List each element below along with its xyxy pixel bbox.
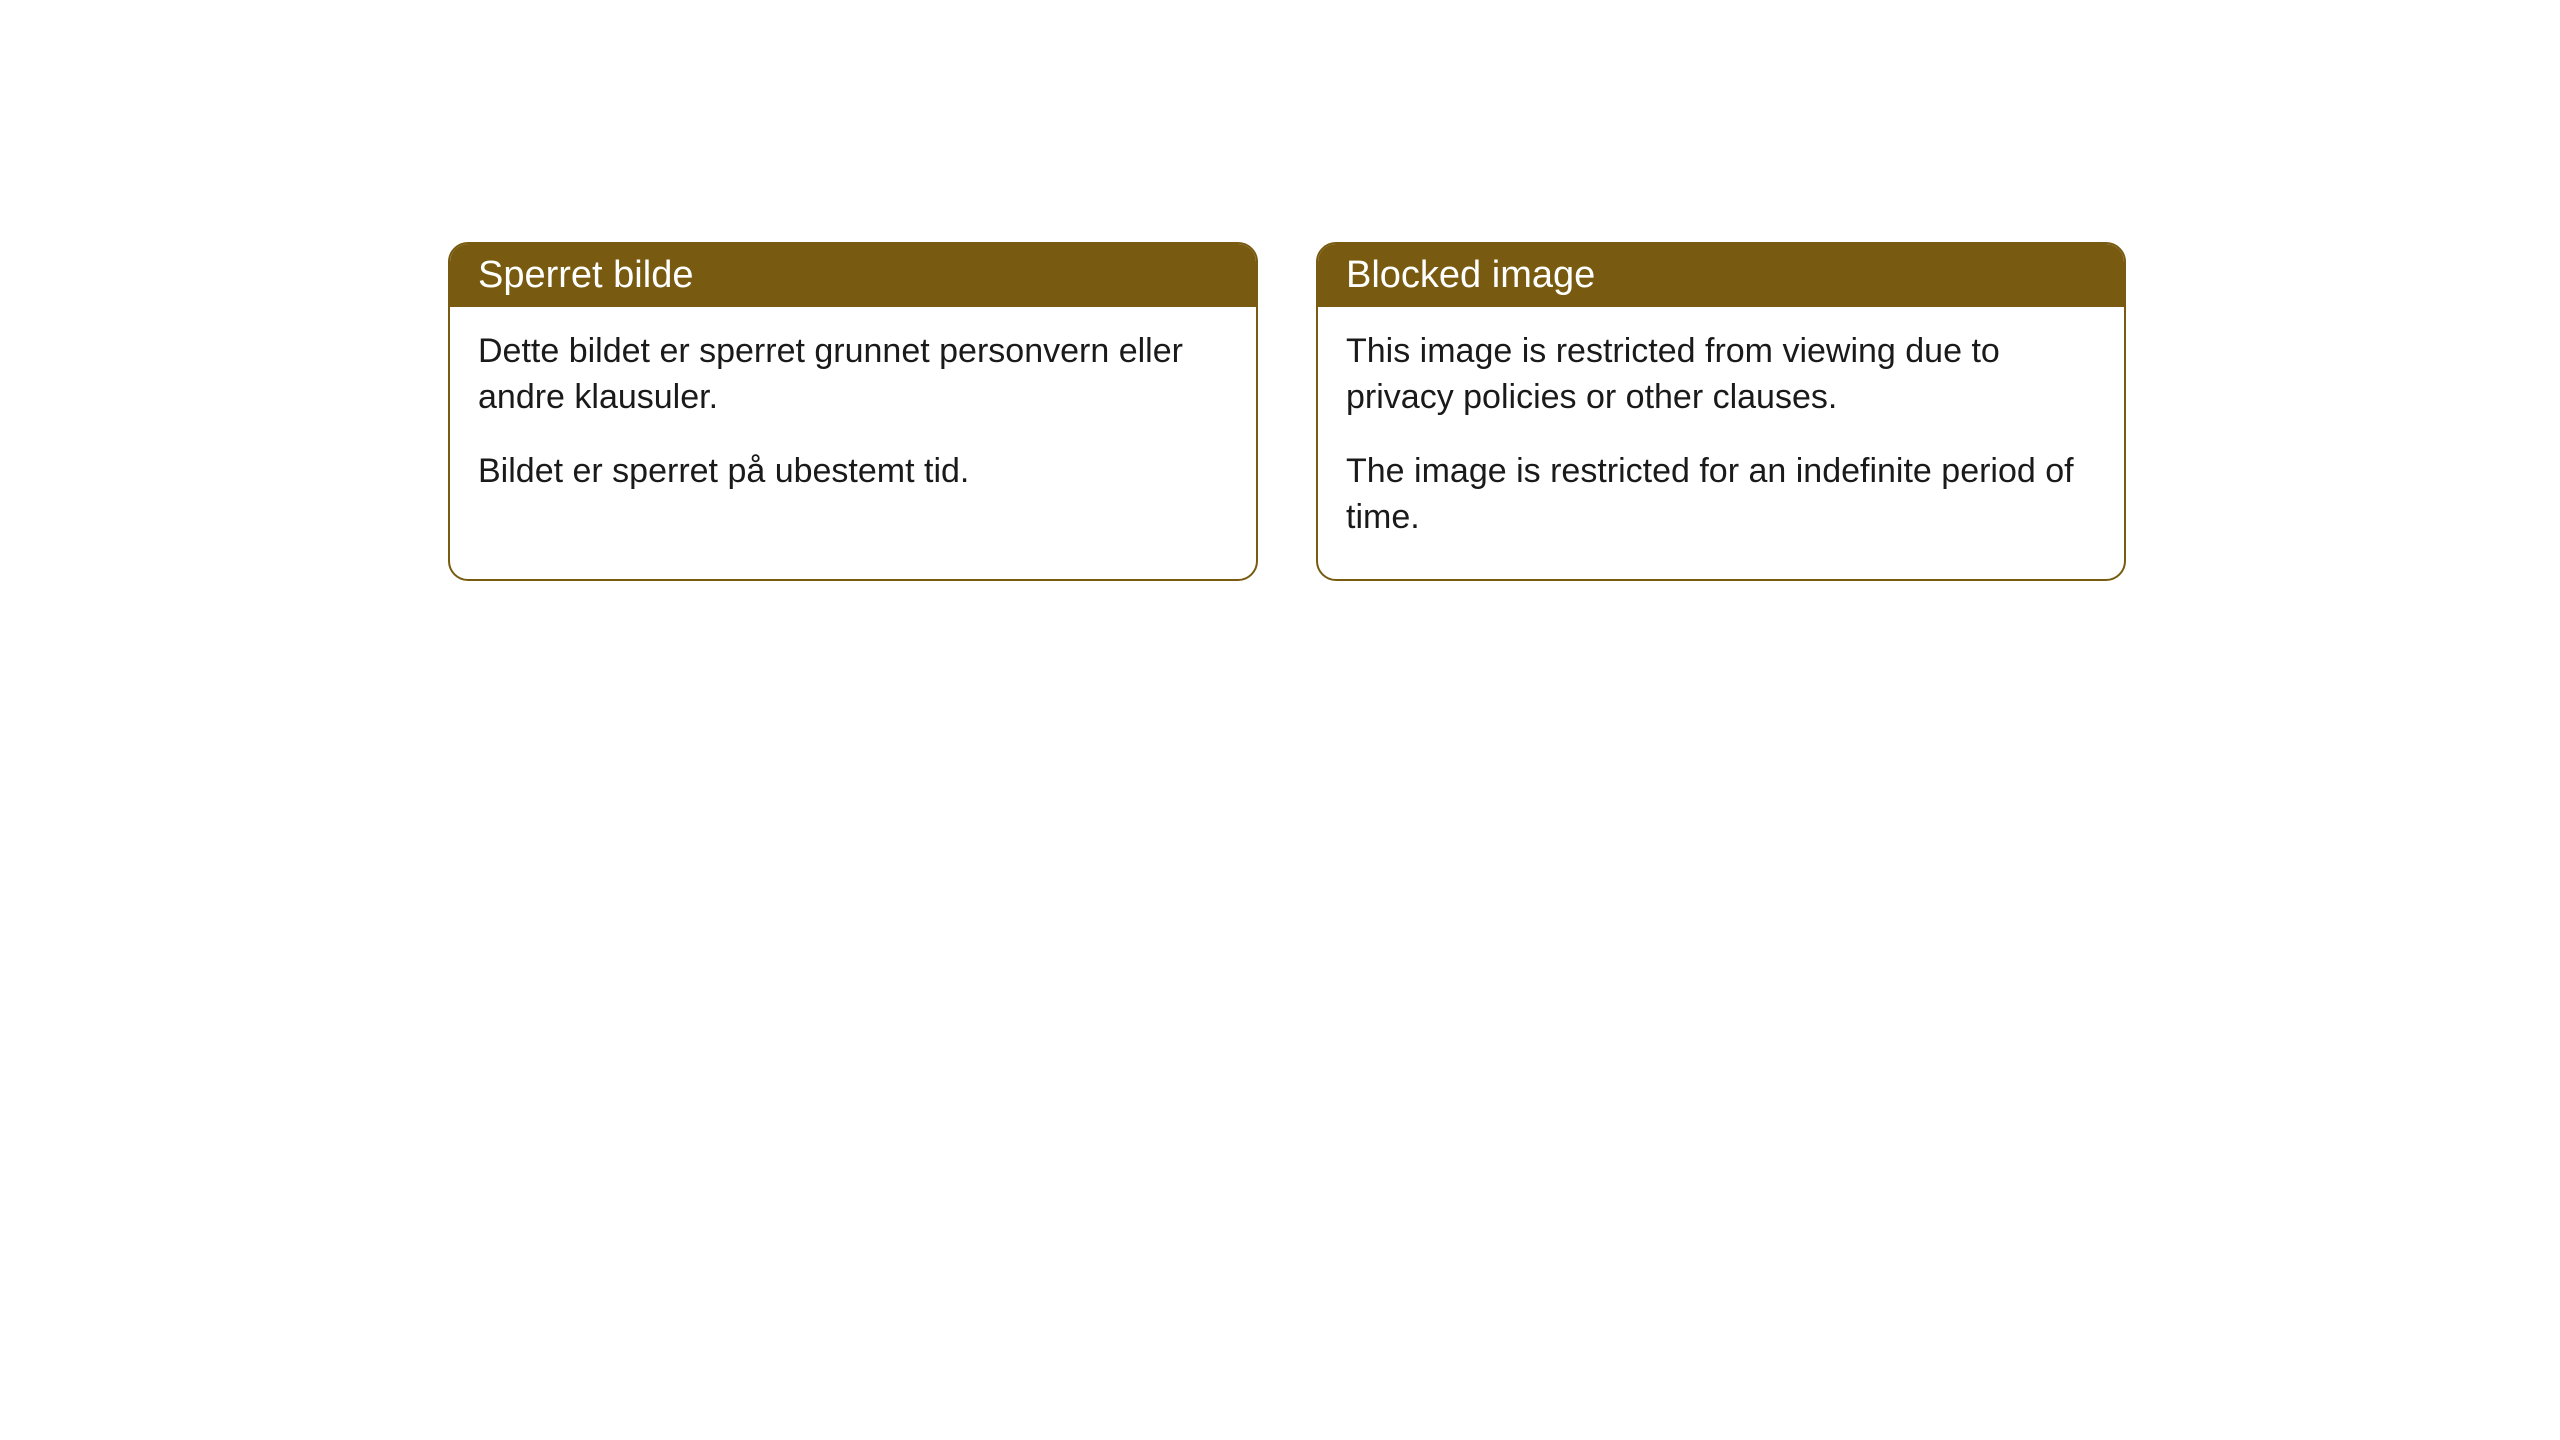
notice-paragraph-1: Dette bildet er sperret grunnet personve… xyxy=(478,329,1228,421)
notice-body: This image is restricted from viewing du… xyxy=(1318,307,2124,579)
notice-header: Sperret bilde xyxy=(450,244,1256,307)
notice-paragraph-1: This image is restricted from viewing du… xyxy=(1346,329,2096,421)
notice-card-norwegian: Sperret bilde Dette bildet er sperret gr… xyxy=(448,242,1258,581)
notice-title: Sperret bilde xyxy=(478,254,693,296)
notice-header: Blocked image xyxy=(1318,244,2124,307)
notice-card-english: Blocked image This image is restricted f… xyxy=(1316,242,2126,581)
notice-paragraph-2: Bildet er sperret på ubestemt tid. xyxy=(478,449,1228,495)
notice-paragraph-2: The image is restricted for an indefinit… xyxy=(1346,449,2096,541)
notice-title: Blocked image xyxy=(1346,254,1595,296)
notice-container: Sperret bilde Dette bildet er sperret gr… xyxy=(448,242,2126,581)
notice-body: Dette bildet er sperret grunnet personve… xyxy=(450,307,1256,533)
